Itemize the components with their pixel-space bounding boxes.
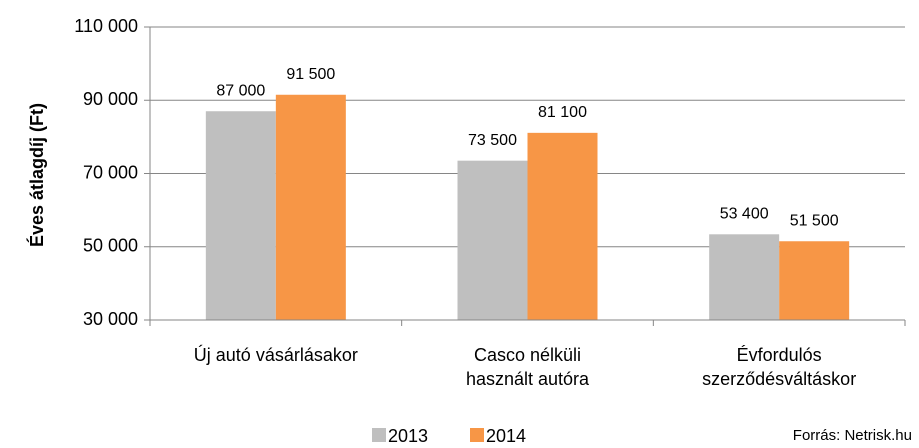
- bar: [275, 94, 346, 320]
- y-tick-label: 90 000: [83, 89, 138, 109]
- value-label: 53 400: [720, 206, 769, 223]
- value-label: 91 500: [286, 66, 335, 83]
- x-tick-label: Új autó vásárlásakor: [194, 344, 358, 365]
- legend-label: 2013: [388, 426, 428, 446]
- value-label: 51 500: [790, 212, 839, 229]
- legend-swatch: [372, 428, 386, 442]
- source: Forrás: Netrisk.hu: [793, 427, 912, 444]
- x-tick-label: Casco nélküli használt autóra: [466, 345, 590, 389]
- bar: [709, 234, 780, 320]
- legend-label: 2014: [486, 426, 526, 446]
- bar: [527, 132, 598, 320]
- y-tick-label: 70 000: [83, 162, 138, 182]
- bar: [205, 111, 276, 320]
- y-tick-label: 50 000: [83, 236, 138, 256]
- y-axis-label: Éves átlagdíj (Ft): [26, 103, 47, 247]
- bar: [457, 160, 528, 320]
- bar: [779, 241, 850, 320]
- value-label: 87 000: [216, 82, 265, 99]
- x-tick-label: Évfordulós szerződésváltáskor: [702, 345, 856, 389]
- value-label: 81 100: [538, 104, 587, 121]
- legend-swatch: [470, 428, 484, 442]
- y-tick-label: 110 000: [74, 16, 138, 36]
- value-label: 73 500: [468, 132, 517, 149]
- y-tick-label: 30 000: [83, 309, 138, 329]
